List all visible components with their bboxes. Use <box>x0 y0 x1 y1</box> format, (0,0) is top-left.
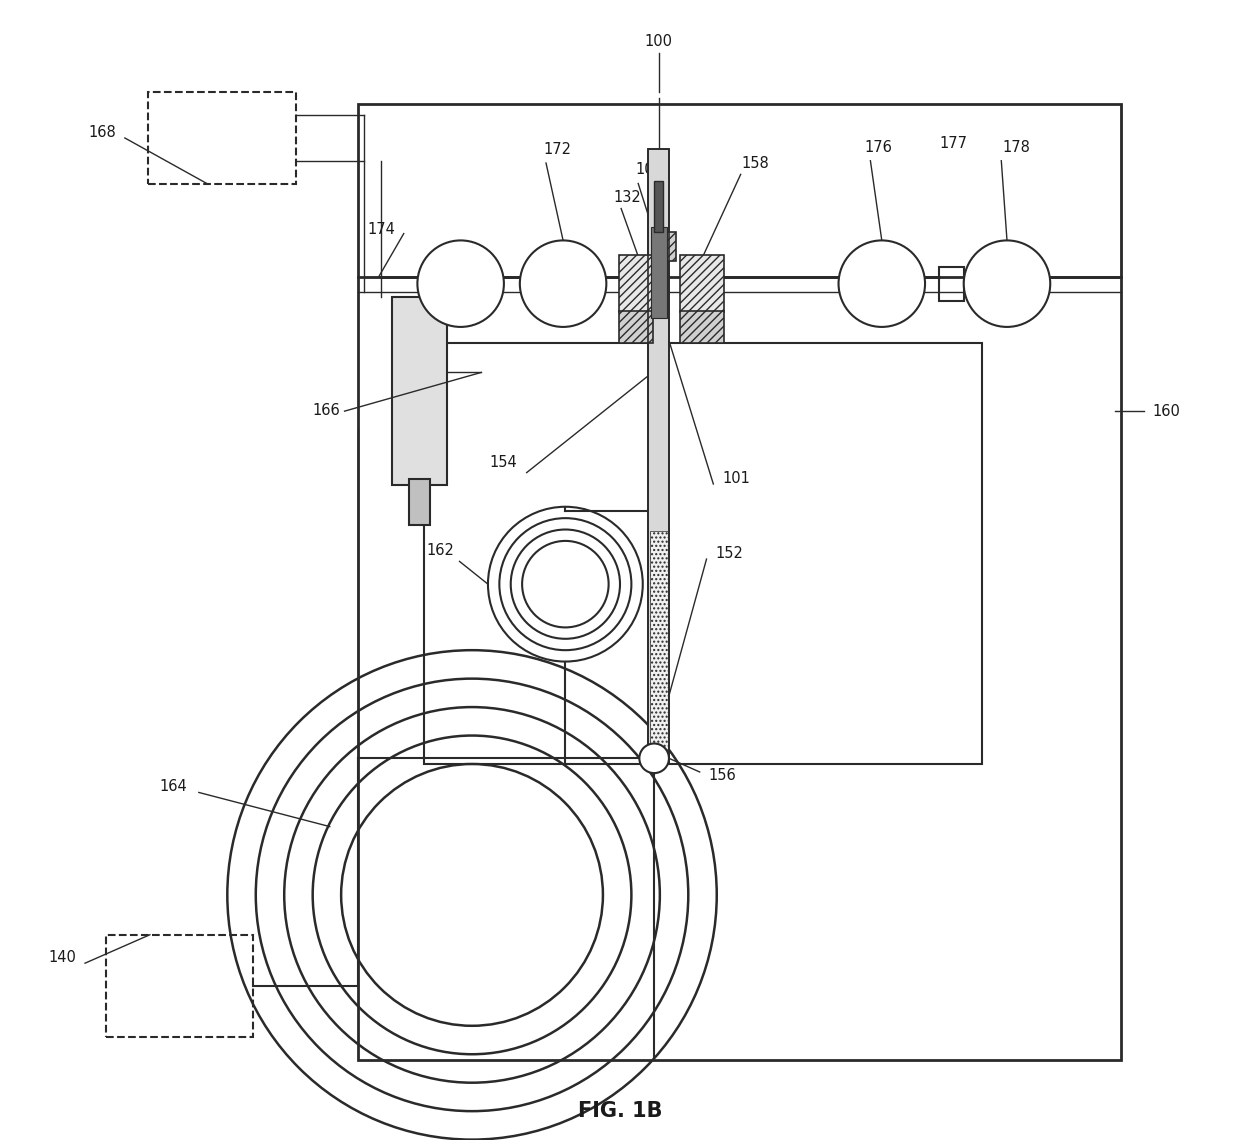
Bar <box>681 256 724 313</box>
Text: V3: V3 <box>869 275 894 293</box>
Bar <box>651 227 667 318</box>
Text: 166: 166 <box>312 403 340 418</box>
Text: V2: V2 <box>449 275 472 293</box>
Text: 156: 156 <box>709 768 737 783</box>
Bar <box>619 311 653 342</box>
Text: 158: 158 <box>742 155 769 170</box>
Bar <box>105 934 253 1037</box>
Text: 164: 164 <box>160 779 187 794</box>
Text: 101: 101 <box>723 471 750 486</box>
Bar <box>392 298 446 485</box>
Circle shape <box>963 241 1050 327</box>
Text: 100: 100 <box>645 34 672 49</box>
Bar <box>681 311 724 342</box>
Circle shape <box>838 241 925 327</box>
Bar <box>148 92 295 184</box>
Circle shape <box>520 241 606 327</box>
Bar <box>939 267 963 301</box>
Bar <box>358 104 1121 1060</box>
Text: 176: 176 <box>864 139 893 154</box>
Bar <box>650 531 668 759</box>
Circle shape <box>418 241 503 327</box>
Bar <box>649 149 668 764</box>
Text: 162: 162 <box>427 542 454 558</box>
Text: 172: 172 <box>543 141 572 156</box>
Text: 174: 174 <box>368 221 396 236</box>
Text: 160: 160 <box>1153 404 1180 419</box>
Text: 152: 152 <box>715 545 744 561</box>
Bar <box>655 181 663 233</box>
Text: 178: 178 <box>1002 139 1030 154</box>
Bar <box>619 256 653 313</box>
Text: 177: 177 <box>940 136 967 151</box>
Text: 132: 132 <box>613 189 641 204</box>
Bar <box>657 233 676 261</box>
Circle shape <box>640 744 668 774</box>
Text: 140: 140 <box>48 950 76 965</box>
Text: 154: 154 <box>490 455 517 470</box>
Bar <box>649 149 668 764</box>
Text: V1: V1 <box>551 275 575 293</box>
Text: 168: 168 <box>88 124 115 140</box>
Text: FIG. 1B: FIG. 1B <box>578 1101 662 1122</box>
Text: 108: 108 <box>636 162 663 177</box>
Bar <box>409 479 430 525</box>
Text: V4: V4 <box>994 275 1019 293</box>
Bar <box>424 342 982 764</box>
